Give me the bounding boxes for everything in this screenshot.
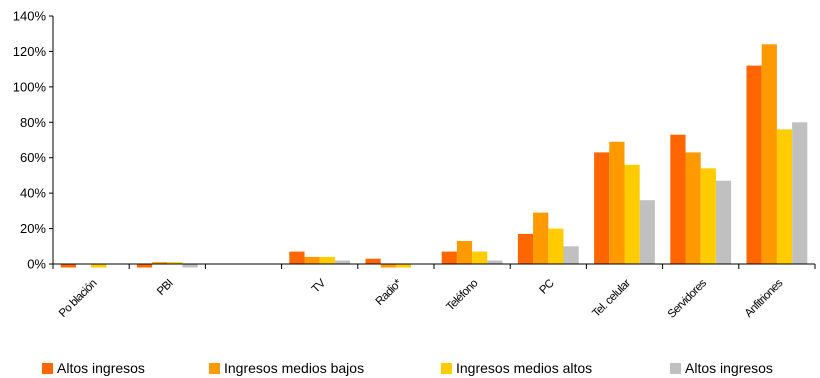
legend-label: Altos ingresos [57, 360, 145, 376]
x-tick-label: Po blación [57, 278, 99, 320]
legend-swatch [670, 362, 681, 374]
bar [761, 44, 777, 264]
y-tick-label: 140% [13, 9, 47, 24]
bar [380, 264, 396, 268]
bar [334, 260, 351, 264]
x-tick-label: TV [310, 277, 329, 296]
bar [289, 251, 305, 264]
bar [715, 180, 732, 264]
bar [609, 141, 625, 264]
y-tick-label: 20% [20, 221, 46, 236]
y-tick-label: 100% [13, 79, 47, 94]
y-tick-label: 80% [20, 115, 46, 130]
bar [533, 212, 549, 264]
bar [487, 260, 503, 264]
bar [563, 246, 579, 264]
bar [792, 122, 808, 264]
x-tick-label: PC [537, 277, 556, 296]
legend-item: Ingresos medios altos [441, 360, 592, 376]
bar [441, 251, 457, 264]
x-tick-label: PBI [155, 277, 176, 298]
bar [670, 134, 686, 264]
x-axis: Po blación PBI TV Radio* Teléfono PC Tel. celu… [52, 263, 816, 321]
bar [91, 264, 107, 268]
y-axis: 0% 20% 40% 60% 80% 100% 120% 140% [13, 9, 54, 272]
bar [365, 258, 381, 264]
bar [60, 264, 76, 268]
bar [472, 251, 488, 264]
y-tick-label: 0% [27, 257, 46, 272]
bar [136, 264, 153, 268]
bar [517, 233, 534, 264]
legend-label: Altos ingresos [685, 360, 773, 376]
bar [685, 152, 701, 264]
bar [319, 256, 335, 264]
legend-item: Altos ingresos [42, 360, 145, 376]
bar [776, 129, 793, 264]
x-tick-label: Anfitriones [743, 277, 786, 320]
legend-item: Altos ingresos [670, 360, 773, 376]
bar [456, 241, 473, 264]
bar [594, 152, 610, 264]
legend-swatch [42, 362, 53, 374]
bar [746, 65, 762, 264]
x-tick-label: Tel. celular [590, 277, 633, 320]
legend-swatch [441, 362, 452, 374]
bar [624, 164, 640, 264]
bar [167, 262, 183, 264]
bar [304, 256, 320, 264]
x-tick-label: Radio* [374, 277, 405, 308]
bar [182, 264, 198, 268]
legend-item: Ingresos medios bajos [209, 360, 364, 376]
legend-swatch [209, 362, 220, 374]
x-tick-label: Servidores [666, 277, 710, 321]
bars [60, 44, 808, 268]
bar [700, 168, 716, 264]
legend-label: Ingresos medios altos [456, 360, 593, 376]
y-tick-label: 120% [13, 44, 47, 59]
bar [152, 262, 168, 264]
x-tick-label: Teléfono [444, 277, 480, 313]
y-tick-label: 40% [20, 186, 46, 201]
bar [639, 200, 655, 264]
bar [548, 228, 564, 264]
legend-label: Ingresos medios bajos [224, 360, 365, 376]
y-tick-label: 60% [20, 150, 46, 165]
bar [395, 264, 412, 268]
